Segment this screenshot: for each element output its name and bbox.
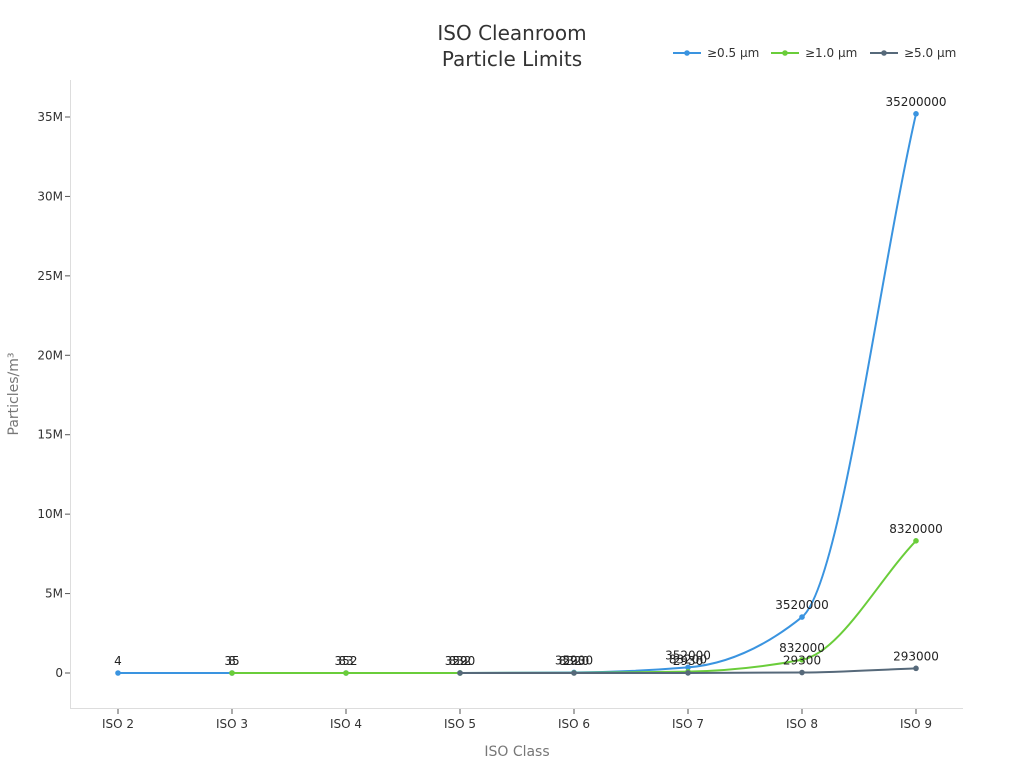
data-label: 83200 [669, 653, 707, 667]
x-tick-label: ISO 8 [786, 717, 818, 731]
x-axis-label: ISO Class [484, 744, 549, 760]
data-label: 293000 [893, 649, 939, 663]
data-label: 352000 [665, 648, 711, 662]
y-tick-label: 35M [37, 110, 63, 124]
x-tick-label: ISO 6 [558, 717, 590, 731]
legend-marker-icon [684, 50, 690, 56]
data-label: 2930 [673, 654, 704, 668]
data-label: 35 [224, 654, 239, 668]
data-label: 8 [228, 654, 236, 668]
data-point [343, 670, 349, 676]
legend-label: ≥0.5 µm [707, 46, 759, 60]
data-label: 29300 [783, 654, 821, 668]
y-tick-label: 15M [37, 428, 63, 442]
x-tick-label: ISO 5 [444, 717, 476, 731]
data-point [229, 670, 235, 676]
data-point [571, 670, 577, 676]
series-line [117, 113, 917, 674]
y-tick-label: 25M [37, 269, 63, 283]
data-label: 293 [563, 654, 586, 668]
data-point [685, 670, 691, 676]
data-label: 4 [114, 654, 122, 668]
legend-item[interactable]: ≥0.5 µm [673, 46, 759, 60]
data-label: 352 [335, 654, 358, 668]
series-lines [115, 111, 919, 676]
y-tick-label: 0 [55, 666, 63, 680]
y-axis-ticks: 0 5M 10M 15M 20M 25M 30M 35M [37, 110, 70, 680]
data-label: 35200000 [885, 95, 946, 109]
x-tick-label: ISO 4 [330, 717, 362, 731]
chart-title-line-1: ISO Cleanroom [437, 21, 586, 45]
legend-item[interactable]: ≥5.0 µm [870, 46, 956, 60]
data-label: 83 [338, 654, 353, 668]
data-labels: 4 35 352 3520 35200 352000 3520000 35200000 8 83 8… [114, 95, 946, 668]
chart-title-line-2: Particle Limits [442, 47, 582, 71]
data-point [457, 670, 463, 676]
data-point [799, 669, 805, 676]
legend: ≥0.5 µm ≥1.0 µm ≥5.0 µm [673, 46, 956, 60]
data-label: 8320 [559, 654, 590, 668]
data-point [115, 670, 121, 676]
legend-marker-icon [782, 50, 788, 56]
data-point [913, 538, 919, 544]
y-tick-label: 5M [45, 587, 63, 601]
data-label: 832 [449, 654, 472, 668]
data-label: 35200 [555, 653, 593, 667]
data-point [913, 111, 919, 117]
y-tick-label: 10M [37, 507, 63, 521]
legend-item[interactable]: ≥1.0 µm [771, 46, 857, 60]
x-tick-label: ISO 7 [672, 717, 704, 731]
data-label: 8320000 [889, 522, 942, 536]
data-point [685, 664, 691, 671]
x-tick-label: ISO 9 [900, 717, 932, 731]
data-point [913, 665, 919, 672]
data-label: 832000 [779, 641, 825, 655]
data-label: 3520 [445, 654, 476, 668]
y-tick-label: 30M [37, 189, 63, 203]
x-axis-ticks: ISO 2 ISO 3 ISO 4 ISO 5 ISO 6 ISO 7 ISO 8 ISO 9 [102, 709, 932, 731]
y-axis-label: Particles/m³ [6, 353, 22, 436]
data-label: 29 [452, 654, 467, 668]
data-point [799, 614, 805, 620]
x-tick-label: ISO 3 [216, 717, 248, 731]
data-point [799, 656, 805, 663]
legend-marker-icon [881, 50, 887, 56]
x-tick-label: ISO 2 [102, 717, 134, 731]
legend-label: ≥5.0 µm [904, 46, 956, 60]
data-label: 3520000 [775, 598, 828, 612]
y-tick-label: 20M [37, 348, 63, 362]
legend-label: ≥1.0 µm [805, 46, 857, 60]
